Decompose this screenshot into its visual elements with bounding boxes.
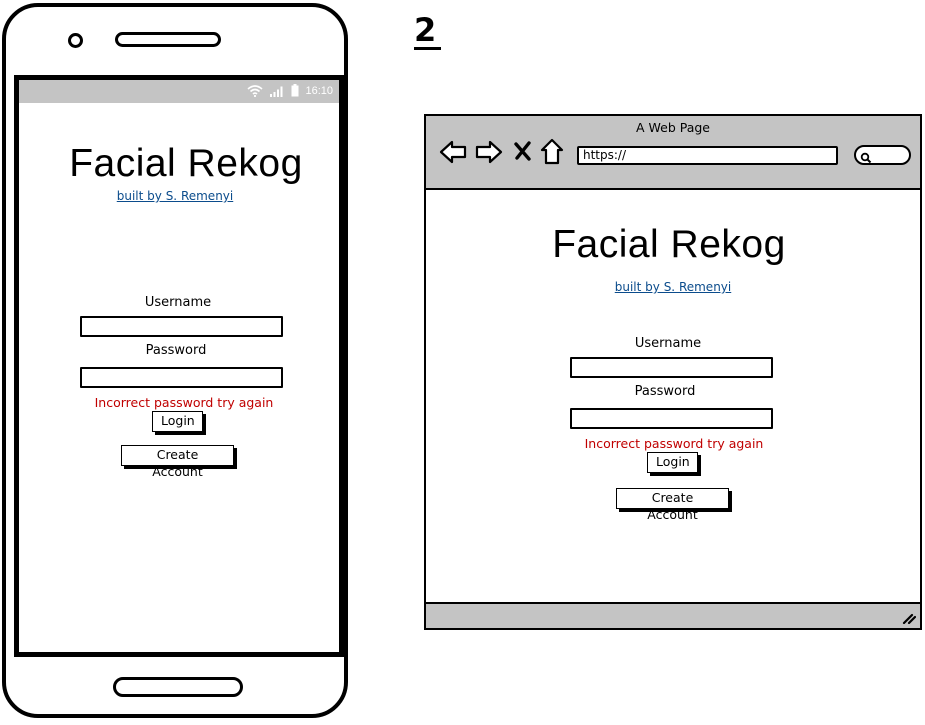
url-bar[interactable]: https:// [577,146,838,165]
wifi-icon [247,84,263,97]
error-message: Incorrect password try again [584,436,764,451]
status-time: 16:10 [305,84,333,97]
password-label: Password [145,343,207,358]
page-title: Facial Rekog [69,142,303,185]
browser-toolbar: A Web Page https:// [426,116,920,190]
search-icon [860,149,872,168]
phone-screen: 16:10 [14,75,344,657]
create-account-button[interactable]: Create Account [121,445,234,479]
login-button[interactable]: Login [152,411,203,432]
create-account-button[interactable]: Create Account [616,488,729,522]
author-link[interactable]: built by S. Remenyi [116,189,234,203]
step-number: 2 [414,11,437,49]
browser-status-bar [426,602,920,628]
step-underline [414,47,441,50]
signal-icon [269,85,285,97]
error-message: Incorrect password try again [94,395,274,410]
phone-camera [68,33,83,48]
back-arrow-icon[interactable] [439,139,467,169]
browser-window-title: A Web Page [635,120,710,135]
page-title: Facial Rekog [552,223,786,266]
resize-grip-icon[interactable] [902,609,917,628]
author-link[interactable]: built by S. Remenyi [614,280,732,294]
username-label: Username [634,336,702,351]
password-field[interactable] [80,367,283,388]
battery-icon [291,84,299,97]
browser-search-box[interactable] [854,145,911,165]
password-field[interactable] [570,408,773,429]
login-button[interactable]: Login [647,452,698,473]
username-field[interactable] [80,316,283,337]
username-label: Username [144,295,212,310]
status-bar: 16:10 [19,80,339,103]
username-field[interactable] [570,357,773,378]
phone-home-button[interactable] [113,677,243,697]
password-label: Password [634,384,696,399]
forward-arrow-icon[interactable] [475,139,503,169]
phone-speaker [115,32,221,47]
close-x-icon[interactable] [514,141,532,165]
home-icon[interactable] [540,138,564,169]
